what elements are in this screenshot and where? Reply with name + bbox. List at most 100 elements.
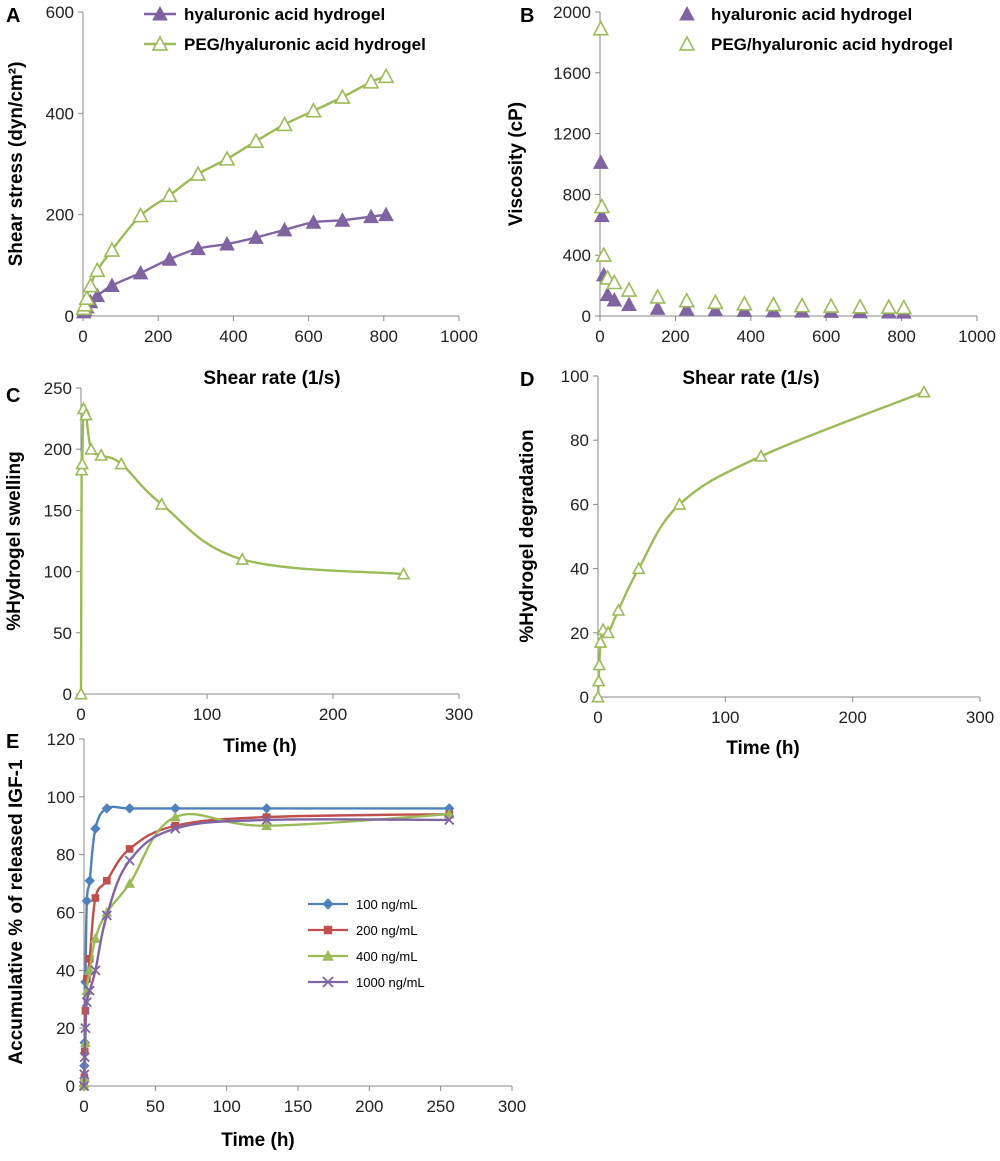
peg-hyaluronic-acid-hydrogel-point — [678, 292, 696, 308]
x-axis-title: Shear rate (1/s) — [203, 368, 340, 389]
peg-hyaluronic-acid-hydrogel-legend-marker — [151, 35, 169, 51]
200-ng-ml-legend-marker — [323, 925, 333, 935]
y-tick-label: 100 — [44, 563, 72, 582]
hyaluronic-acid-hydrogel-point — [219, 236, 235, 251]
y-tick-label: 80 — [570, 431, 589, 450]
x-tick-label: 200 — [838, 708, 866, 727]
1000-ng-ml-point — [79, 1069, 90, 1080]
y-tick-label: 100 — [561, 367, 589, 386]
peg-hyaluronic-acid-hydrogel-point — [362, 73, 380, 89]
x-tick-label: 200 — [319, 705, 347, 724]
1000-ng-ml-point — [124, 855, 135, 866]
hyaluronic-acid-hydrogel-point — [305, 214, 322, 229]
x-tick-label: 200 — [355, 1097, 383, 1116]
x-tick-label: 100 — [711, 708, 739, 727]
x-tick-label: 400 — [737, 327, 765, 346]
peg-hyaluronic-acid-hydrogel-point — [595, 246, 613, 262]
y-tick-label: 0 — [65, 307, 74, 326]
x-tick-label: 200 — [144, 327, 172, 346]
x-tick-label: 0 — [78, 327, 87, 346]
hyaluronic-acid-hydrogel-point — [592, 154, 609, 169]
400-ng-ml-point — [443, 808, 455, 819]
peg-hyaluronic-acid-hydrogel-point — [880, 298, 898, 314]
y-axis-title: Viscosity (cP) — [506, 102, 527, 226]
panel-c: C 0 100 200 300 0 50 100 150 200 250 Time (h) %Hydro… — [4, 379, 473, 757]
100-ng-ml-point — [124, 803, 135, 814]
series-d-point — [917, 384, 931, 398]
peg-hyaluronic-acid-hydrogel-point — [593, 197, 611, 214]
series-d-point — [672, 497, 687, 510]
200-ng-ml-point — [171, 821, 180, 830]
peg-hyaluronic-acid-hydrogel-point — [822, 297, 840, 313]
peg-hyaluronic-acid-hydrogel-point — [161, 186, 178, 203]
hyaluronic-acid-hydrogel-point — [190, 240, 206, 256]
series-d-line — [596, 390, 925, 698]
peg-hyaluronic-acid-hydrogel-point — [103, 241, 121, 257]
hyaluronic-acid-hydrogel-point — [334, 212, 351, 227]
100-ng-ml-point — [261, 803, 272, 814]
peg-hyaluronic-acid-hydrogel-point — [649, 288, 667, 304]
panel-letter: A — [6, 5, 20, 27]
peg-hyaluronic-acid-hydrogel-point — [88, 261, 106, 278]
x-tick-label: 250 — [426, 1097, 454, 1116]
x-tick-label: 200 — [661, 327, 689, 346]
y-tick-label: 800 — [563, 185, 591, 204]
200-ng-ml-point — [262, 813, 271, 821]
hyaluronic-acid-hydrogel-point — [378, 206, 394, 222]
peg-hyaluronic-acid-hydrogel-point — [793, 296, 811, 313]
hyaluronic-acid-hydrogel-point — [599, 286, 616, 302]
x-tick-label: 300 — [445, 705, 473, 724]
x-tick-label: 600 — [294, 327, 322, 346]
100-ng-ml-point — [81, 895, 93, 907]
100-ng-ml-point — [84, 875, 95, 886]
y-tick-label: 200 — [46, 206, 74, 225]
series-c-point — [154, 497, 169, 510]
y-tick-label: 40 — [56, 961, 75, 980]
peg-hyaluronic-acid-hydrogel-point — [620, 281, 638, 297]
200-ng-ml-point — [103, 876, 111, 885]
panel-letter: C — [6, 385, 20, 407]
peg-hyaluronic-acid-hydrogel-point — [895, 298, 913, 315]
y-tick-label: 100 — [47, 788, 75, 807]
y-tick-label: 60 — [56, 904, 75, 923]
hyaluronic-acid-hydrogel-legend-marker — [152, 5, 168, 21]
400-ng-ml-legend-label: 400 ng/mL — [356, 949, 417, 964]
series-c-point — [114, 456, 129, 470]
y-axis-title: %Hydrogel swelling — [4, 451, 25, 630]
x-tick-label: 0 — [76, 705, 85, 724]
hyaluronic-acid-hydrogel-legend-label: hyaluronic acid hydrogel — [184, 5, 385, 24]
x-axis-title: Time (h) — [223, 736, 297, 757]
series-d-point — [591, 689, 605, 703]
1000-ng-ml-point — [78, 1080, 90, 1092]
peg-hyaluronic-acid-hydrogel-point — [707, 293, 724, 310]
y-axis-title: %Hydrogel degradation — [517, 429, 538, 642]
series-c-point — [94, 448, 109, 461]
1000-ng-ml-point — [101, 910, 112, 921]
x-tick-label: 400 — [219, 327, 247, 346]
100-ng-ml-legend-label: 100 ng/mL — [356, 897, 417, 912]
peg-hyaluronic-acid-hydrogel-line — [82, 75, 387, 309]
1000-ng-ml-legend-label: 1000 ng/mL — [356, 975, 425, 990]
x-axis-title: Time (h) — [726, 738, 800, 759]
y-tick-label: 20 — [570, 624, 589, 643]
hyaluronic-acid-hydrogel-point — [594, 207, 610, 223]
1000-ng-ml-point — [170, 823, 181, 834]
1000-ng-ml-point — [261, 814, 272, 826]
x-tick-label: 1000 — [440, 327, 478, 346]
hyaluronic-acid-hydrogel-point — [649, 300, 666, 315]
x-axis-title: Shear rate (1/s) — [682, 368, 819, 389]
y-axis-title: Shear stress (dyn/cm²) — [6, 62, 27, 267]
y-tick-label: 400 — [563, 246, 591, 265]
series-c-point — [235, 552, 250, 565]
hyaluronic-acid-hydrogel-point — [132, 264, 149, 280]
200-ng-ml-legend-label: 200 ng/mL — [356, 923, 417, 938]
panel-letter: D — [520, 369, 534, 391]
400-ng-ml-point — [169, 811, 181, 822]
series-c-line — [79, 403, 404, 695]
panel-d: D 0 100 200 300 0 20 40 60 80 100 Time (h) %Hydrogel… — [517, 367, 994, 759]
series-d-point — [593, 635, 608, 648]
peg-hyaluronic-acid-hydrogel-point — [765, 295, 782, 312]
panel-b: B 0 200 400 600 800 1000 0 400 800 1200 1600 2000 She… — [506, 3, 996, 389]
panel-letter: E — [6, 731, 19, 753]
400-ng-ml-point — [84, 964, 96, 975]
